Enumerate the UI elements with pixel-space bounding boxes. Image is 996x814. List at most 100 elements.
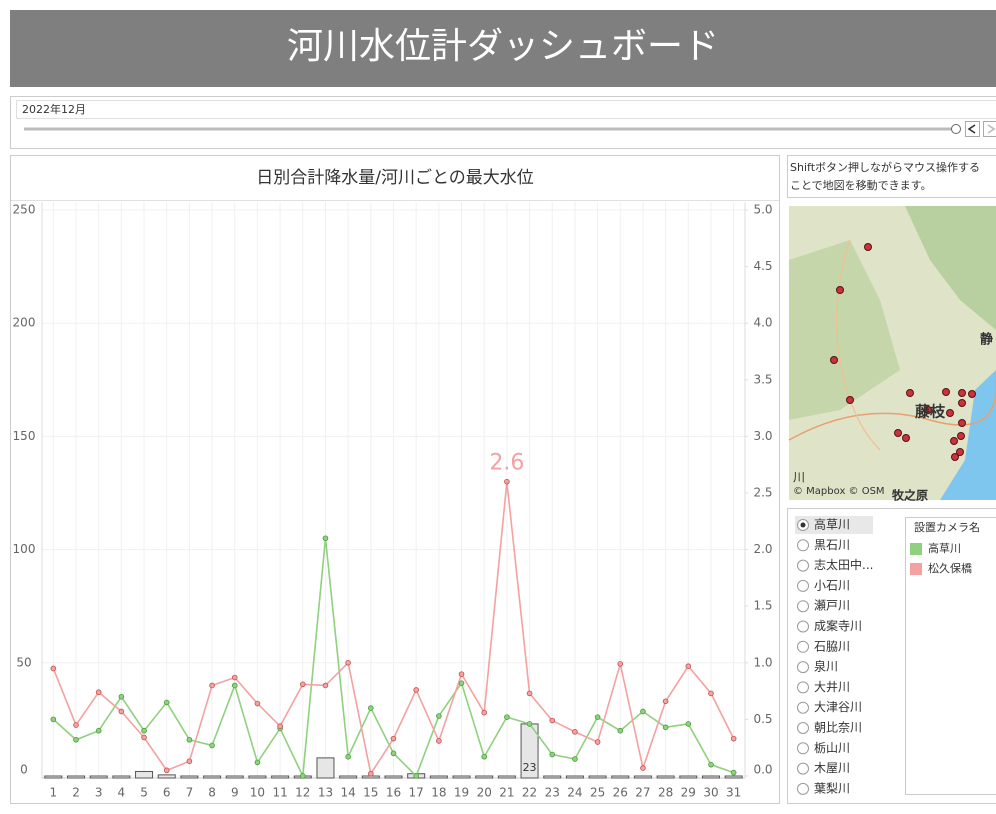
map-point[interactable] [942, 388, 950, 396]
river-option[interactable]: 朝比奈川 [797, 721, 863, 735]
map[interactable]: 藤枝 静 牧之原 川 © Mapbox © OSM [788, 206, 996, 503]
map-point[interactable] [957, 432, 965, 440]
x-tick-label: 30 [703, 786, 718, 800]
bar [475, 775, 494, 779]
map-terrain [789, 240, 900, 420]
map-note: Shiftボタン押しながらマウス操作する [790, 160, 980, 174]
river-option[interactable]: 大津谷川 [797, 700, 863, 714]
slider-thumb[interactable] [951, 124, 961, 134]
line-point [368, 770, 374, 777]
line-point [231, 674, 238, 681]
map-point[interactable] [902, 434, 910, 442]
x-tick-label: 11 [272, 786, 287, 800]
line-point [594, 714, 601, 720]
map-point[interactable] [958, 419, 966, 427]
radio-button[interactable] [797, 620, 809, 633]
map-point[interactable] [968, 390, 976, 398]
next-button[interactable] [983, 121, 996, 137]
line-point [254, 759, 261, 766]
radio-button[interactable] [797, 661, 809, 674]
legend-title: 設置カメラ名 [914, 520, 980, 534]
x-tick-label: 13 [318, 786, 333, 800]
radio-button[interactable] [797, 722, 809, 734]
prev-button[interactable] [965, 121, 980, 137]
river-option[interactable]: 瀬戸川 [797, 599, 851, 613]
line-point [322, 682, 329, 689]
river-option[interactable]: 成案寺川 [797, 619, 863, 633]
map-point[interactable] [836, 286, 844, 294]
x-tick-label: 9 [231, 786, 239, 800]
next-icon [987, 124, 996, 134]
line-point [141, 727, 147, 734]
river-label: 小石川 [814, 578, 850, 592]
river-option[interactable]: 黒石川 [797, 538, 851, 552]
line-point [345, 753, 351, 760]
river-label: 黒石川 [814, 538, 850, 552]
river-option[interactable]: 高草川 [795, 516, 873, 534]
line-point [231, 682, 238, 689]
map-point[interactable] [924, 406, 932, 414]
bar [44, 775, 63, 779]
line-point [662, 724, 669, 731]
y2-tick-label: 2.5 [753, 486, 772, 500]
header-bar [10, 10, 996, 87]
y-tick-label: 150 [13, 429, 36, 443]
radio-button[interactable] [797, 701, 809, 714]
river-option[interactable]: 栃山川 [797, 741, 851, 755]
y-tick-label: 0 [20, 763, 28, 777]
radio-button[interactable] [797, 559, 809, 572]
river-option[interactable]: 小石川 [797, 578, 851, 592]
map-point[interactable] [946, 409, 954, 417]
river-option[interactable]: 志太田中... [797, 557, 874, 572]
radio-button[interactable] [797, 742, 809, 755]
river-option[interactable]: 大井川 [797, 680, 851, 694]
map-point[interactable] [830, 356, 838, 364]
line-point [549, 751, 556, 758]
bar [679, 775, 698, 779]
x-tick-label: 21 [499, 786, 514, 800]
radio-button[interactable] [797, 579, 809, 592]
bar [112, 775, 131, 779]
x-tick-label: 20 [477, 786, 492, 800]
map-point[interactable] [951, 453, 959, 461]
map-point[interactable] [958, 389, 966, 397]
x-tick-label: 14 [341, 786, 356, 800]
radio-button[interactable] [797, 681, 809, 694]
x-tick-label: 25 [590, 786, 605, 800]
map-point[interactable] [894, 429, 902, 437]
radio-button[interactable] [797, 600, 809, 613]
river-option[interactable]: 石脇川 [797, 639, 851, 653]
bar [633, 775, 652, 779]
map-point[interactable] [958, 399, 966, 407]
map-point[interactable] [950, 437, 958, 445]
river-option[interactable]: 葉梨川 [797, 781, 851, 795]
radio-dot [800, 522, 806, 528]
map-point[interactable] [906, 389, 914, 397]
map-point[interactable] [956, 448, 964, 456]
map-point[interactable] [846, 396, 854, 404]
y2-tick-label: 1.5 [753, 599, 772, 613]
radio-button[interactable] [797, 640, 809, 653]
y2-tick-label: 4.5 [753, 259, 772, 273]
line-point [458, 680, 465, 686]
map-sea [940, 370, 996, 500]
river-label: 高草川 [814, 518, 850, 532]
map-label: 静 [980, 332, 993, 348]
line-point [413, 687, 419, 693]
radio-button[interactable] [797, 539, 809, 552]
line-point [390, 750, 397, 757]
radio-button[interactable] [797, 762, 809, 775]
line-point [730, 769, 737, 776]
y2-tick-label: 4.0 [753, 316, 772, 330]
river-option[interactable]: 泉川 [797, 660, 839, 674]
line-point [572, 756, 578, 762]
x-tick-label: 18 [431, 786, 446, 800]
line-point [413, 773, 419, 779]
line-point [163, 767, 170, 774]
river-option[interactable]: 木屋川 [797, 761, 851, 775]
radio-button[interactable] [797, 782, 809, 795]
map-point[interactable] [864, 243, 872, 251]
y2-tick-label: 2.0 [753, 542, 772, 556]
bar [588, 775, 607, 779]
bar [135, 770, 154, 779]
